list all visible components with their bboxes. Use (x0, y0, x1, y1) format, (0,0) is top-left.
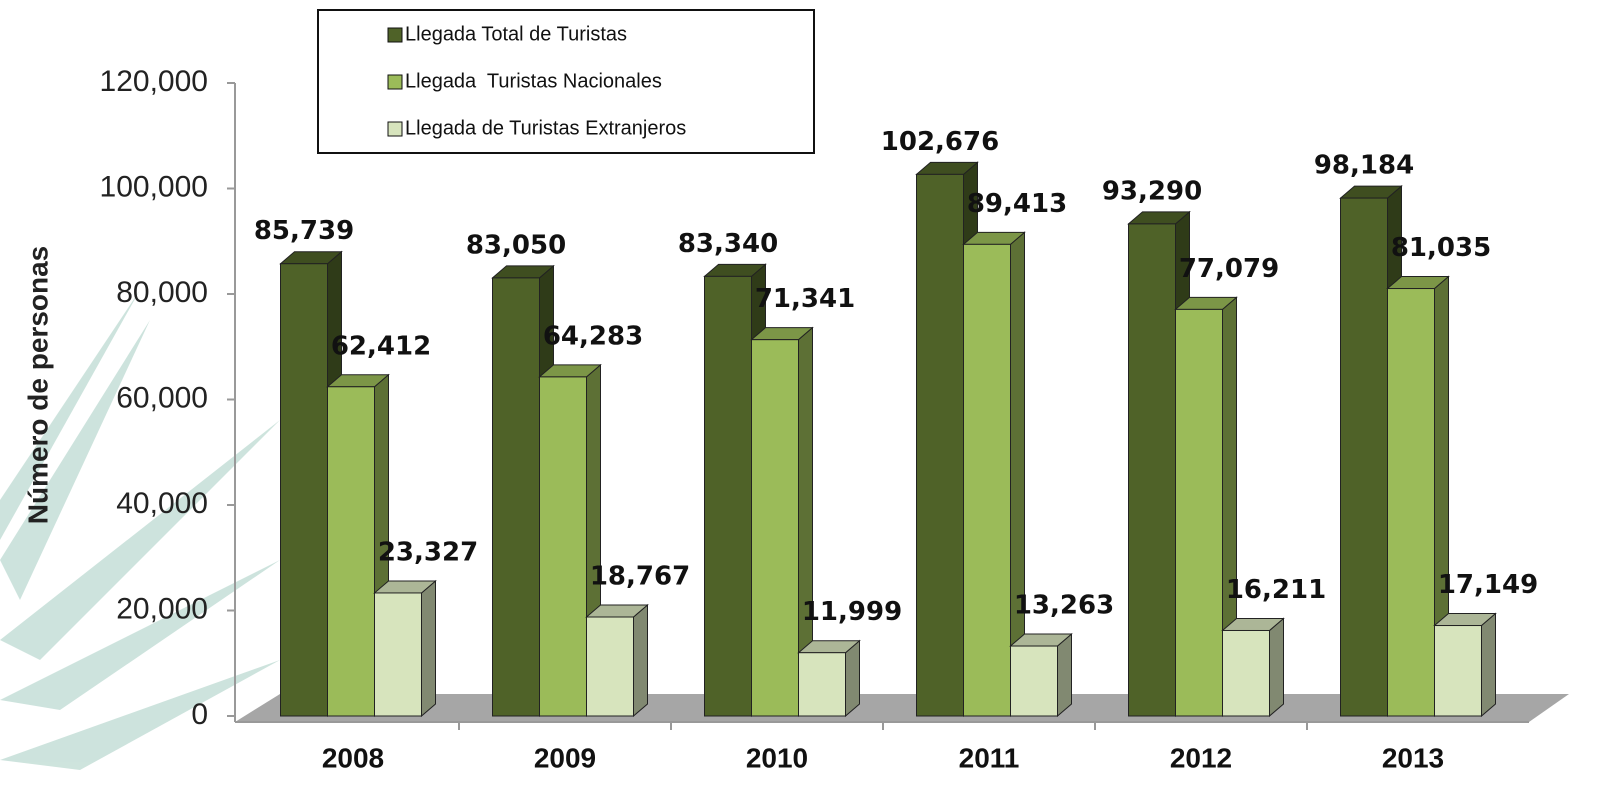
value-label: 18,767 (590, 562, 690, 592)
leaf (0, 420, 280, 660)
leaf (0, 660, 280, 770)
value-label: 77,079 (1179, 254, 1279, 284)
bar (539, 376, 587, 717)
bar (1128, 223, 1176, 717)
leaf (0, 320, 150, 600)
legend-swatch (387, 121, 403, 137)
bar (704, 275, 752, 717)
x-tick-label: 2012 (1170, 742, 1232, 773)
y-tick-label: 0 (191, 698, 208, 731)
value-label: 64,283 (543, 321, 643, 351)
bar (327, 386, 375, 717)
value-label: 93,290 (1102, 176, 1202, 206)
value-label: 102,676 (881, 127, 999, 157)
bar-side (421, 579, 436, 718)
value-label: 89,413 (967, 189, 1067, 219)
x-tick-label: 2011 (959, 742, 1020, 773)
bar (1010, 645, 1058, 717)
bar-side (1269, 617, 1284, 718)
value-label: 71,341 (755, 284, 855, 314)
y-tick-label: 120,000 (100, 65, 208, 98)
y-tick-label: 40,000 (116, 487, 208, 520)
bar (1175, 308, 1223, 717)
value-label: 11,999 (802, 597, 902, 627)
bar (586, 616, 634, 717)
value-label: 62,412 (331, 331, 431, 361)
y-tick-label: 60,000 (116, 381, 208, 414)
value-label: 85,739 (254, 216, 354, 246)
x-tick-label: 2008 (322, 742, 384, 773)
legend-swatch (387, 74, 403, 90)
bar (1340, 197, 1388, 717)
value-label: 23,327 (378, 537, 478, 567)
y-axis-title: Número de personas (22, 246, 53, 525)
legend-label: Llegada de Turistas Extranjeros (405, 117, 686, 139)
x-tick-label: 2009 (534, 742, 596, 773)
y-tick-label: 100,000 (100, 170, 208, 203)
bar-side (1057, 632, 1072, 718)
value-label: 81,035 (1391, 233, 1491, 263)
bar (492, 277, 540, 717)
value-label: 13,263 (1014, 591, 1114, 621)
bar (1222, 629, 1270, 717)
bar (963, 243, 1011, 717)
leaf (0, 290, 140, 540)
legend-swatch (387, 27, 403, 43)
bar (1434, 625, 1482, 717)
leaf (0, 560, 280, 710)
bar (1387, 288, 1435, 717)
value-label: 83,050 (466, 230, 566, 260)
bar (751, 339, 799, 717)
bar (280, 263, 328, 717)
legend-label: Llegada Turistas Nacionales (405, 70, 662, 92)
bar-side (845, 639, 860, 718)
x-tick-label: 2010 (746, 742, 808, 773)
legend-label: Llegada Total de Turistas (405, 23, 627, 45)
y-tick-label: 20,000 (116, 592, 208, 625)
bar (798, 652, 846, 717)
bar (374, 592, 422, 717)
bar-side (633, 603, 648, 718)
value-label: 98,184 (1314, 151, 1414, 181)
bar-side (1481, 612, 1496, 718)
background-leaves (0, 290, 280, 770)
value-label: 83,340 (678, 229, 778, 259)
value-label: 17,149 (1438, 570, 1538, 600)
x-tick-label: 2013 (1382, 742, 1444, 773)
y-tick-label: 80,000 (116, 276, 208, 309)
bar (916, 173, 964, 717)
value-label: 16,211 (1226, 575, 1326, 605)
